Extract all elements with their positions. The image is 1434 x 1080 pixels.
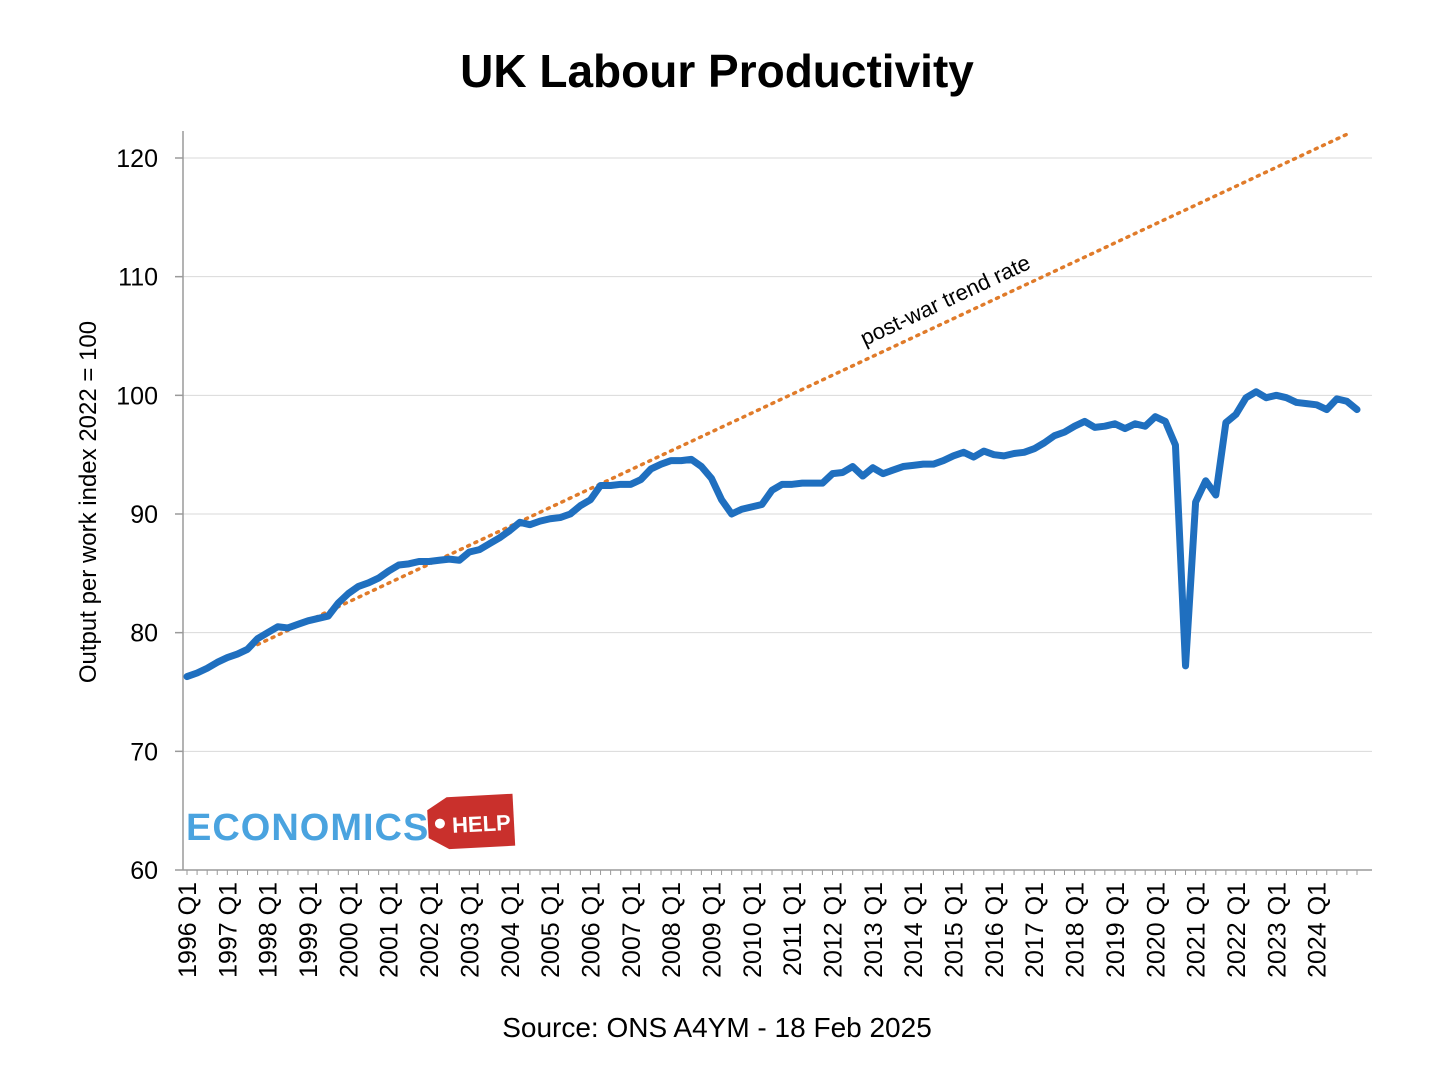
series-group [183, 388, 1361, 681]
x-tick-label: 2010 Q1 [739, 882, 767, 978]
x-tick-label: 2006 Q1 [577, 882, 605, 978]
y-axis-ticks: 60 70 80 90 100 110 120 [116, 145, 183, 885]
logo-text-economics: ECONOMICS [186, 807, 429, 849]
x-tick-label: 2003 Q1 [456, 882, 484, 978]
y-tick-label-80: 80 [130, 620, 158, 648]
x-tick-label: 2023 Q1 [1263, 882, 1291, 978]
x-tick-label: 2024 Q1 [1304, 882, 1332, 978]
x-tick-label: 2009 Q1 [698, 882, 726, 978]
x-tick-label: 2011 Q1 [779, 882, 807, 976]
trend-annotation: post-war trend rate [856, 250, 1034, 351]
x-tick-label: 2013 Q1 [860, 882, 888, 978]
x-tick-label: 2012 Q1 [820, 882, 848, 978]
y-axis-title: Output per work index 2022 = 100 [75, 321, 102, 683]
x-axis-ticks: 1996 Q1 1997 Q1 1998 Q1 1999 Q1 2000 Q1 2001 … [174, 870, 1358, 978]
x-tick-label: 2001 Q1 [376, 882, 404, 978]
y-tick-label-70: 70 [130, 738, 158, 766]
x-tick-label: 2018 Q1 [1062, 882, 1090, 978]
y-tick-label-110: 110 [118, 264, 158, 292]
x-tick-label: 1996 Q1 [174, 882, 202, 978]
x-tick-label: 2017 Q1 [1021, 882, 1049, 978]
x-tick-label: 2021 Q1 [1183, 882, 1211, 978]
y-tick-label-100: 100 [116, 382, 158, 410]
logo-text-help: HELP [451, 810, 511, 838]
x-tick-label: 1999 Q1 [295, 882, 323, 978]
x-tick-label: 2022 Q1 [1223, 882, 1251, 978]
gridlines [183, 157, 1372, 752]
y-tick-label-120: 120 [116, 145, 158, 173]
x-tick-label: 1998 Q1 [255, 882, 283, 978]
x-tick-label: 2004 Q1 [497, 882, 525, 978]
series-line-productivity [183, 388, 1361, 681]
y-tick-label-90: 90 [130, 501, 158, 529]
chart-title: UK Labour Productivity [460, 45, 974, 97]
x-tick-label: 2007 Q1 [618, 882, 646, 978]
logo-tag-shape [427, 793, 516, 850]
x-tick-label: 2005 Q1 [537, 882, 565, 978]
axes [182, 131, 1372, 871]
x-tick-label: 2016 Q1 [981, 882, 1009, 978]
logo-tag: HELP [427, 793, 516, 850]
x-tick-label: 2008 Q1 [658, 882, 686, 978]
x-tick-label: 2000 Q1 [335, 882, 363, 978]
economics-help-logo: ECONOMICS HELP [186, 793, 516, 850]
x-tick-label: 2020 Q1 [1142, 882, 1170, 978]
logo-tag-hole [434, 818, 445, 829]
x-tick-label: 2014 Q1 [900, 882, 928, 978]
x-tick-label: 2019 Q1 [1102, 882, 1130, 978]
y-tick-label-60: 60 [130, 857, 158, 885]
x-tick-label: 2015 Q1 [941, 882, 969, 978]
x-tick-label: 2002 Q1 [416, 882, 444, 978]
source-note: Source: ONS A4YM - 18 Feb 2025 [502, 1012, 932, 1043]
x-tick-label: 1997 Q1 [214, 882, 242, 978]
